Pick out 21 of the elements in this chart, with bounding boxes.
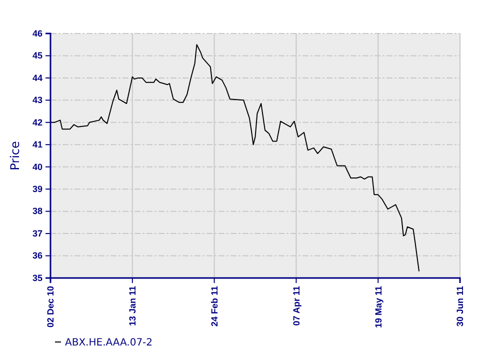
x-tick-label: 24 Feb 11 bbox=[209, 286, 220, 327]
x-tick-label: 13 Jan 11 bbox=[128, 286, 138, 326]
y-tick-label: 45 bbox=[32, 50, 42, 61]
y-tick-label: 35 bbox=[32, 272, 42, 283]
y-tick-label: 43 bbox=[32, 95, 42, 106]
y-tick-label: 38 bbox=[32, 206, 42, 216]
y-tick-label: 36 bbox=[32, 250, 42, 261]
x-tick-label: 07 Apr 11 bbox=[291, 286, 302, 326]
x-tick-label: 30 Jun 11 bbox=[455, 286, 466, 327]
x-tick-label: 19 May 11 bbox=[373, 286, 384, 328]
y-tick-label: 42 bbox=[32, 117, 42, 128]
y-tick-label: 46 bbox=[32, 28, 42, 38]
y-tick-label: 37 bbox=[32, 228, 42, 238]
y-tick-label: 39 bbox=[32, 184, 42, 194]
x-tick-label: 02 Dec 10 bbox=[46, 286, 56, 328]
y-tick-label: 44 bbox=[32, 72, 42, 83]
y-tick-label: 41 bbox=[32, 140, 42, 150]
line-series bbox=[50, 44, 420, 272]
y-axis-title: Price bbox=[8, 141, 22, 170]
y-tick-label: 40 bbox=[32, 162, 42, 172]
legend-label: ABX.HE.AAA.07-2 bbox=[65, 338, 153, 348]
